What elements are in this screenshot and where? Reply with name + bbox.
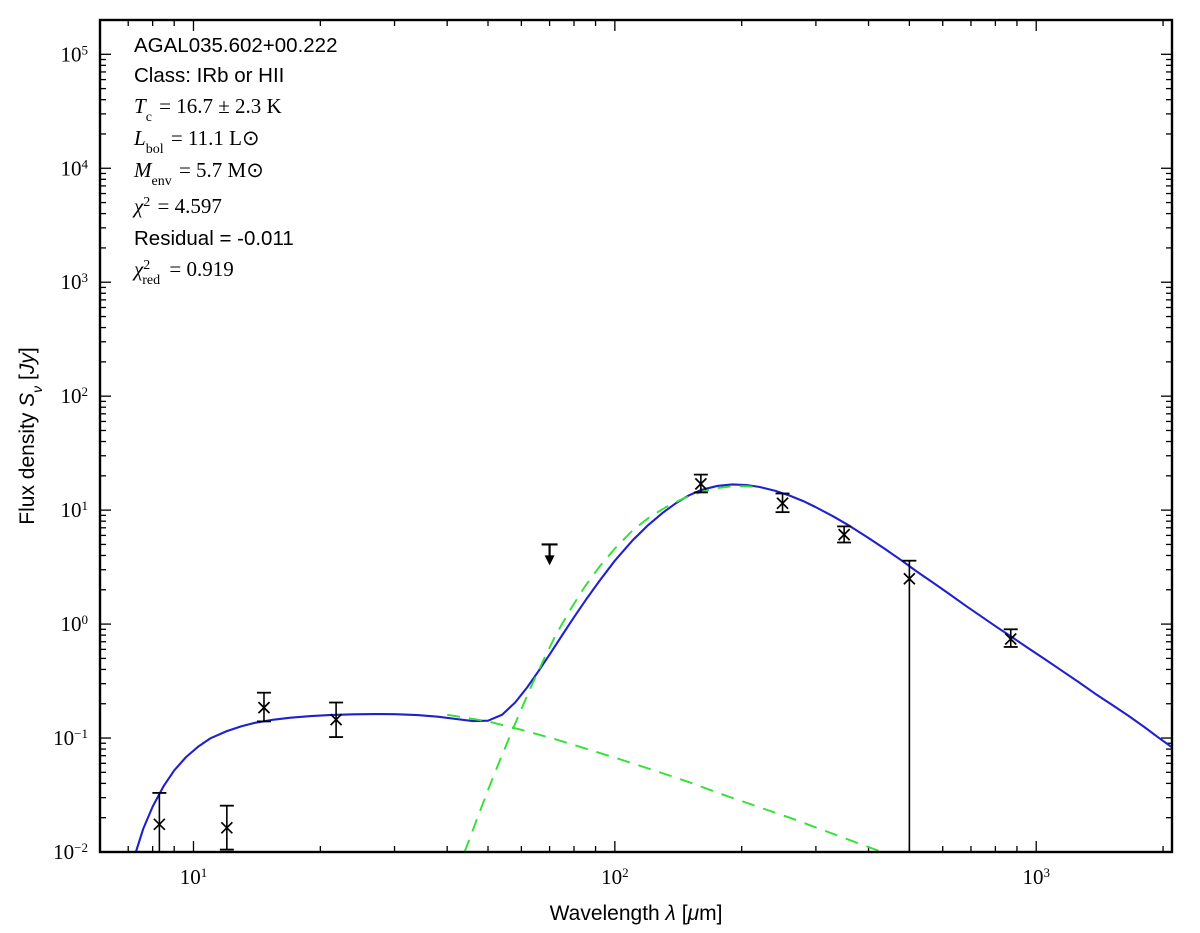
y-tick-label: 10−1 bbox=[53, 726, 88, 751]
fit-curves bbox=[134, 483, 1172, 852]
x-tick-labels: 101 102 103 bbox=[180, 865, 1050, 890]
annotation-residual: Residual = -0.011 bbox=[134, 227, 294, 250]
annotation-m-env: Menv = 5.7 M⊙ bbox=[133, 158, 264, 189]
data-point bbox=[1003, 628, 1018, 648]
y-tick-labels: 10−2 10−1 100 101 102 103 104 105 bbox=[53, 42, 88, 864]
marker-cross-b bbox=[838, 528, 851, 541]
annotation-chi2: χ2 = 4.597 bbox=[132, 194, 222, 218]
data-point bbox=[152, 792, 167, 852]
marker-cross-b bbox=[903, 572, 916, 585]
curve-warm-power-law bbox=[447, 713, 885, 852]
y-tick-label: 104 bbox=[61, 156, 89, 181]
x-tick-label: 103 bbox=[1022, 865, 1050, 890]
data-points bbox=[152, 473, 1018, 852]
curve-cold-component bbox=[463, 485, 760, 852]
y-tick-label: 102 bbox=[61, 384, 89, 409]
plot-frame bbox=[98, 18, 1174, 854]
annotation-t-cold: Tc = 16.7 ± 2.3 K bbox=[134, 94, 282, 125]
tick-marks bbox=[99, 19, 1172, 853]
marker-cross-b bbox=[220, 821, 233, 834]
y-tick-label: 105 bbox=[61, 42, 89, 67]
annotation-source-name: AGAL035.602+00.222 bbox=[134, 34, 337, 57]
data-point bbox=[329, 701, 344, 738]
y-tick-label: 103 bbox=[61, 270, 89, 295]
upper-limit-arrowhead bbox=[544, 555, 555, 566]
annotation-classification: Class: IRb or HII bbox=[134, 64, 284, 87]
data-point bbox=[693, 473, 708, 494]
x-tick-label: 101 bbox=[180, 865, 208, 890]
curve-total-fit bbox=[134, 483, 1172, 852]
marker-cross-b bbox=[329, 713, 343, 726]
marker-cross-b bbox=[694, 477, 707, 490]
marker-cross-b bbox=[776, 497, 789, 510]
annotation-l-bol: Lbol = 11.1 L⊙ bbox=[133, 126, 260, 157]
y-tick-label: 100 bbox=[61, 612, 89, 637]
y-tick-label: 101 bbox=[61, 498, 89, 523]
data-point bbox=[902, 559, 917, 852]
data-point bbox=[256, 691, 271, 723]
data-point bbox=[775, 492, 790, 514]
x-tick-label: 102 bbox=[601, 865, 629, 890]
y-tick-label: 10−2 bbox=[53, 840, 88, 865]
y-axis-title: Flux density Sν [Jy] bbox=[16, 347, 45, 524]
axis-titles: Wavelength λ [μm] Flux density Sν [Jy] bbox=[16, 347, 722, 925]
annotation-block: AGAL035.602+00.222 Class: IRb or HII Tc = … bbox=[132, 34, 337, 288]
upper-limit-marker bbox=[541, 543, 558, 566]
marker-cross-b bbox=[257, 701, 271, 714]
x-axis-title: Wavelength λ [μm] bbox=[550, 902, 723, 925]
data-point bbox=[837, 525, 852, 544]
annotation-chi2-red: χ2 red = 0.919 bbox=[132, 257, 234, 288]
marker-cross-b bbox=[153, 818, 166, 831]
data-point bbox=[219, 804, 234, 851]
marker-cross-b bbox=[1004, 632, 1017, 646]
